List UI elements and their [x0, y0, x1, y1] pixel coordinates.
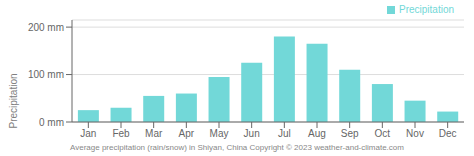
svg-text:Mar: Mar — [145, 128, 163, 139]
svg-text:Apr: Apr — [179, 128, 195, 139]
html-text:Average precipitation (rain/sn: Average precipitation (rain/snow) in Shi… — [70, 143, 404, 152]
html-text:Precipitation: Precipitation — [399, 4, 454, 15]
svg-text:Dec: Dec — [439, 128, 457, 139]
svg-text:Jan: Jan — [80, 128, 96, 139]
svg-text:100 mm: 100 mm — [28, 69, 64, 80]
svg-text:May: May — [210, 128, 229, 139]
svg-text:Jul: Jul — [278, 128, 291, 139]
svg-text:200 mm: 200 mm — [28, 22, 64, 33]
svg-text:Precipitation: Precipitation — [8, 73, 19, 128]
svg-text:Aug: Aug — [308, 128, 326, 139]
svg-text:Oct: Oct — [375, 128, 391, 139]
svg-text:Sep: Sep — [341, 128, 359, 139]
svg-text:Nov: Nov — [406, 128, 424, 139]
svg-text:Feb: Feb — [112, 128, 130, 139]
svg-text:0 mm: 0 mm — [39, 117, 64, 128]
svg-text:Jun: Jun — [244, 128, 260, 139]
